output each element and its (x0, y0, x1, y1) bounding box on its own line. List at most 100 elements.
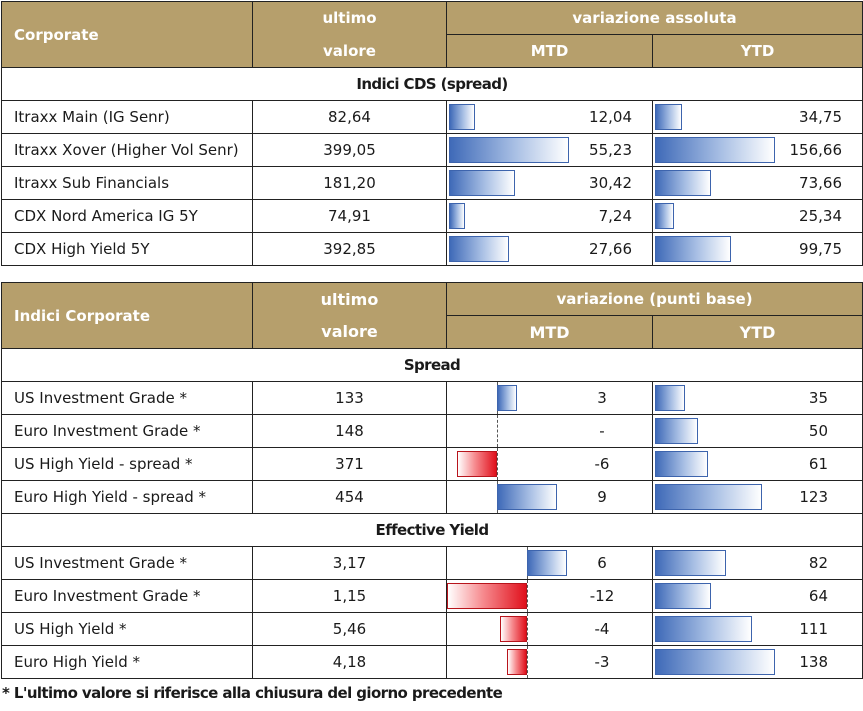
ytd-cell: 82 (652, 546, 863, 580)
ytd-value: 61 (808, 455, 828, 473)
cds-section-title: Indici CDS (spread) (1, 67, 863, 101)
corp-header-indici: Indici Corporate (1, 282, 253, 349)
table-row: US Investment Grade * 133 3 35 (1, 381, 863, 415)
mtd-value: 55,23 (589, 141, 632, 159)
ytd-cell: 64 (652, 579, 863, 613)
table-row: Itraxx Sub Financials 181,20 30,42 73,66 (1, 166, 863, 200)
mtd-cell: 9 (446, 480, 653, 514)
table-row: US High Yield - spread * 371 -6 61 (1, 447, 863, 481)
mtd-cell: 12,04 (446, 100, 653, 134)
mtd-value: 6 (597, 554, 607, 572)
ytd-value: 73,66 (799, 174, 842, 192)
table-row: Itraxx Main (IG Senr) 82,64 12,04 34,75 (1, 100, 863, 134)
ytd-bar (655, 385, 685, 411)
mtd-value: 27,66 (589, 240, 632, 258)
row-value: 82,64 (252, 100, 447, 134)
ytd-cell: 99,75 (652, 232, 863, 266)
table-row: Euro High Yield - spread * 454 9 123 (1, 480, 863, 514)
table-row: Euro Investment Grade * 148 - 50 (1, 414, 863, 448)
ytd-value: 138 (799, 653, 828, 671)
row-value: 133 (252, 381, 447, 415)
row-value: 3,17 (252, 546, 447, 580)
ytd-bar (655, 616, 752, 642)
mtd-value: 9 (597, 488, 607, 506)
ytd-bar (655, 484, 762, 510)
mtd-cell: 7,24 (446, 199, 653, 233)
mtd-cell: 55,23 (446, 133, 653, 167)
ytd-cell: 34,75 (652, 100, 863, 134)
ytd-value: 111 (799, 620, 828, 638)
row-value: 1,15 (252, 579, 447, 613)
mtd-axis (497, 448, 498, 480)
row-value: 399,05 (252, 133, 447, 167)
cds-header-ytd: YTD (652, 34, 863, 68)
table-row: CDX High Yield 5Y 392,85 27,66 99,75 (1, 232, 863, 266)
mtd-bar (449, 203, 465, 229)
row-name: Euro Investment Grade * (1, 414, 253, 448)
mtd-value: -3 (594, 653, 610, 671)
corp-header-variazione: variazione (punti base) (446, 282, 863, 316)
row-value: 4,18 (252, 645, 447, 679)
ytd-bar (655, 104, 682, 130)
ytd-bar (655, 236, 731, 262)
mtd-axis (527, 580, 528, 612)
corp-header-mtd: MTD (446, 315, 653, 349)
mtd-value: 7,24 (598, 207, 632, 225)
mtd-cell: - (446, 414, 653, 448)
ytd-value: 156,66 (789, 141, 843, 159)
ytd-cell: 35 (652, 381, 863, 415)
mtd-value: -4 (594, 620, 610, 638)
ytd-value: 34,75 (799, 108, 842, 126)
mtd-bar (449, 236, 509, 262)
row-name: Euro High Yield * (1, 645, 253, 679)
section-row: Spread (1, 348, 863, 382)
mtd-value: 12,04 (589, 108, 632, 126)
cds-header-valore: valore (252, 34, 447, 68)
ytd-value: 64 (808, 587, 828, 605)
row-name: US High Yield - spread * (1, 447, 253, 481)
mtd-cell: 27,66 (446, 232, 653, 266)
ytd-value: 123 (799, 488, 828, 506)
mtd-bar (500, 616, 527, 642)
corp-header-valore: valore (252, 315, 447, 349)
table-row: CDX Nord America IG 5Y 74,91 7,24 25,34 (1, 199, 863, 233)
mtd-cell: -4 (446, 612, 653, 646)
mtd-cell: 3 (446, 381, 653, 415)
corp-header-ytd: YTD (652, 315, 863, 349)
mtd-value: 30,42 (589, 174, 632, 192)
row-value: 371 (252, 447, 447, 481)
row-name: Euro High Yield - spread * (1, 480, 253, 514)
section-title: Spread (1, 348, 863, 382)
corporate-table: Indici Corporate ultimo variazione (punt… (1, 282, 863, 679)
ytd-value: 35 (808, 389, 828, 407)
cds-table: Corporate ultimo variazione assoluta val… (1, 1, 863, 266)
ytd-bar (655, 418, 698, 444)
mtd-value: -12 (589, 587, 615, 605)
table-row: US Investment Grade * 3,17 6 82 (1, 546, 863, 580)
mtd-bar (497, 484, 557, 510)
mtd-cell: 30,42 (446, 166, 653, 200)
ytd-value: 99,75 (799, 240, 842, 258)
ytd-bar (655, 649, 775, 675)
ytd-value: 82 (808, 554, 828, 572)
ytd-bar (655, 583, 711, 609)
cds-header-ultimo: ultimo (252, 1, 447, 35)
mtd-bar (507, 649, 527, 675)
row-value: 181,20 (252, 166, 447, 200)
mtd-axis (497, 415, 498, 447)
mtd-bar (527, 550, 567, 576)
ytd-cell: 156,66 (652, 133, 863, 167)
row-name: CDX High Yield 5Y (1, 232, 253, 266)
ytd-bar (655, 451, 708, 477)
row-value: 454 (252, 480, 447, 514)
mtd-bar (457, 451, 497, 477)
mtd-cell: 6 (446, 546, 653, 580)
mtd-bar (449, 104, 475, 130)
mtd-cell: -6 (446, 447, 653, 481)
section-title: Effective Yield (1, 513, 863, 547)
ytd-bar (655, 170, 711, 196)
footnote: * L'ultimo valore si riferisce alla chiu… (2, 684, 503, 702)
row-name: Itraxx Main (IG Senr) (1, 100, 253, 134)
mtd-cell: -12 (446, 579, 653, 613)
ytd-cell: 50 (652, 414, 863, 448)
